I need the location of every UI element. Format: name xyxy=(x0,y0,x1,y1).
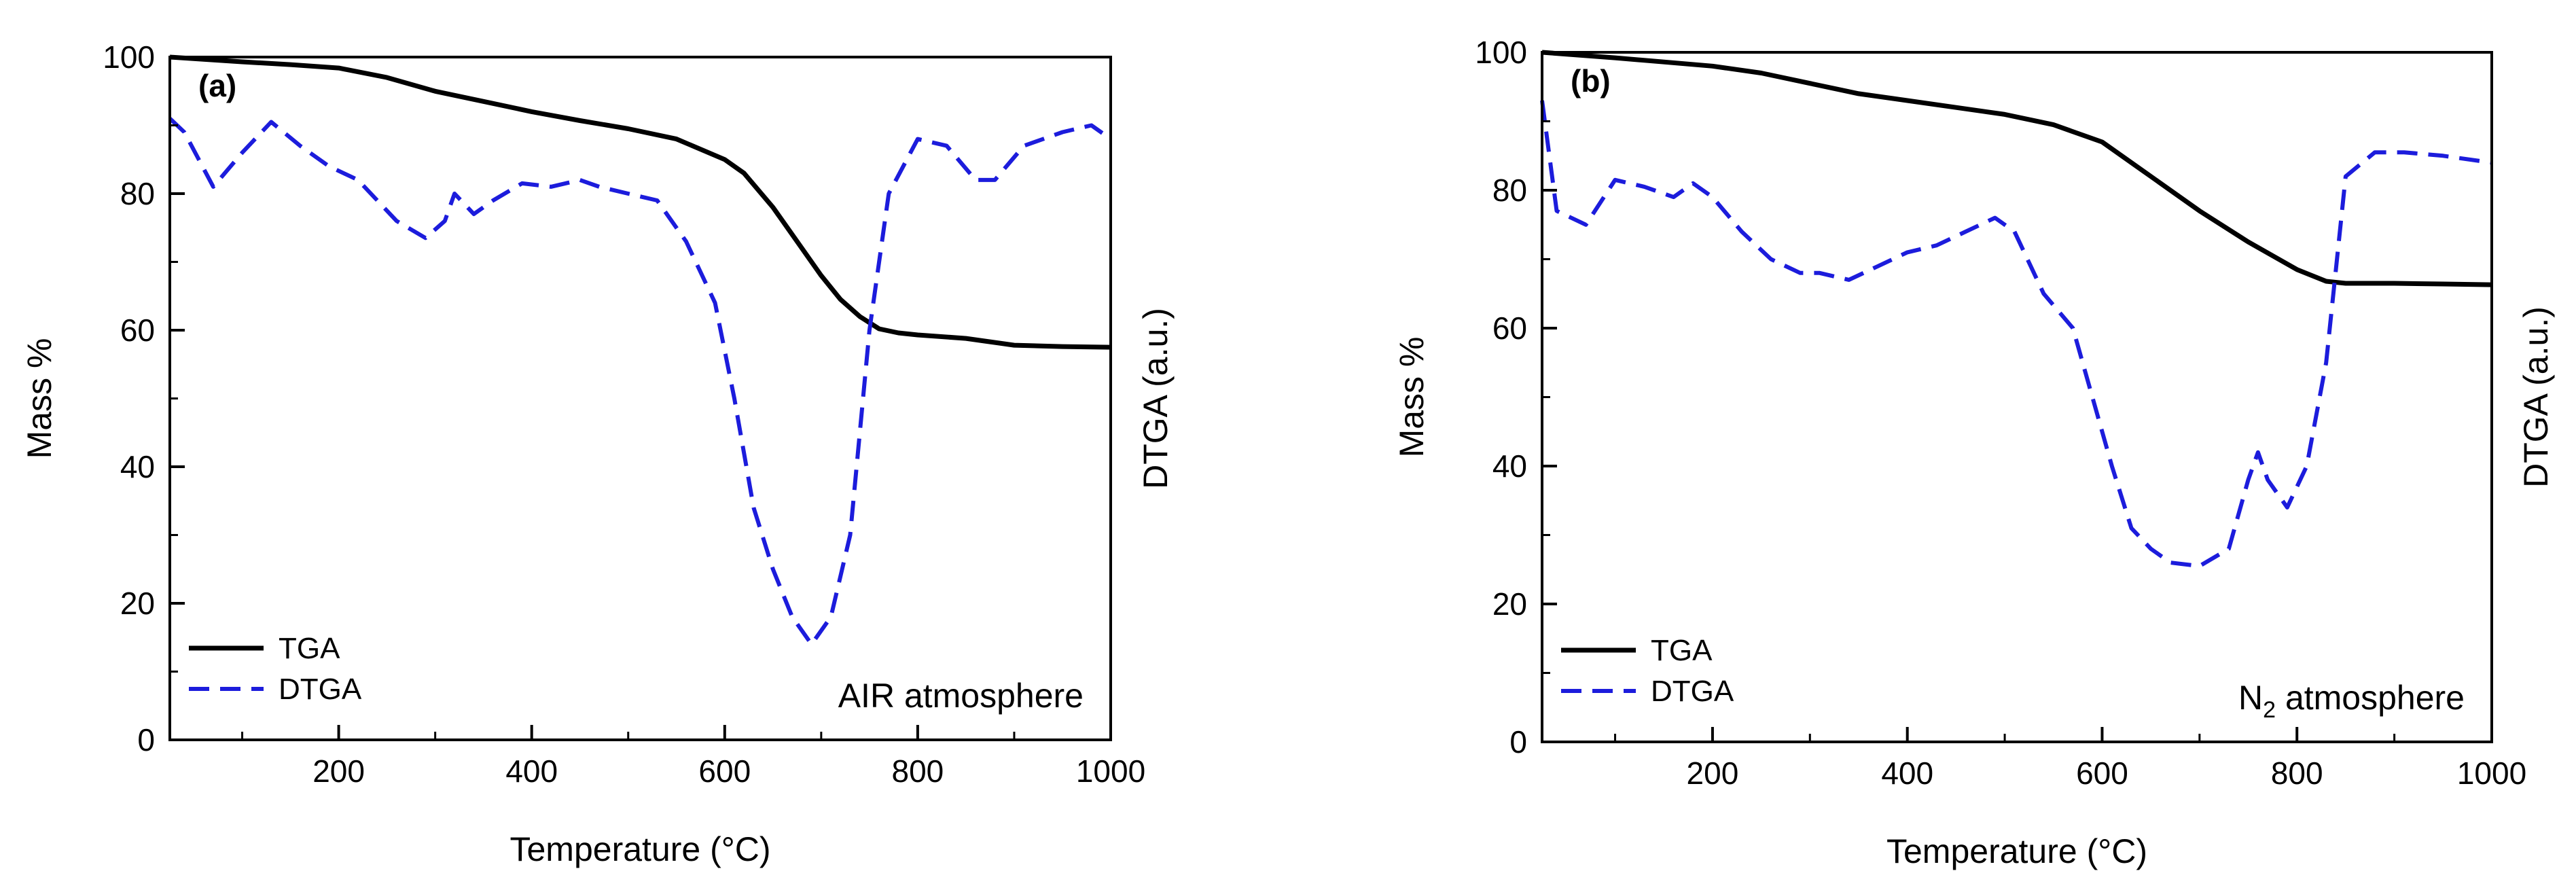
panel-b: 200 400 600 800 1000 0 20 40 60 80 100 (b) Tempera… xyxy=(1393,35,2555,870)
panel-b-x-tick-label-800: 800 xyxy=(2271,755,2323,791)
panel-b-x-tick-label-200: 200 xyxy=(1687,755,1739,791)
panel-b-series-dtga-line xyxy=(1540,100,2492,569)
panel-b-x-tick-label-1000: 1000 xyxy=(2457,755,2526,791)
panel-a-ticks: 200 400 600 800 1000 0 20 40 60 80 100 xyxy=(103,39,1145,789)
panel-b-series-layer xyxy=(1540,50,2492,569)
panel-a-x-tick-label-600: 600 xyxy=(698,753,751,789)
panel-a-series-layer xyxy=(168,54,1112,647)
panel-b-atmosphere-annotation: N2 atmosphere xyxy=(2238,679,2465,723)
panel-b-y-tick-label-100: 100 xyxy=(1475,35,1527,70)
panel-b-x-tick-label-600: 600 xyxy=(2076,755,2128,791)
panel-a-y-tick-label-80: 80 xyxy=(120,176,155,211)
panel-b-ticks: 200 400 600 800 1000 0 20 40 60 80 100 xyxy=(1475,35,2526,791)
panel-b-y-tick-label-40: 40 xyxy=(1492,448,1527,484)
panel-b-x-axis-title: Temperature (°C) xyxy=(1886,832,2147,870)
panel-a-series-tga-line xyxy=(169,54,1111,350)
panel-a-y-tick-label-20: 20 xyxy=(120,586,155,621)
panel-b-annotation-subscript: 2 xyxy=(2263,697,2276,723)
panel-b-y-tick-label-60: 60 xyxy=(1492,310,1527,346)
panel-a-legend: TGA DTGA xyxy=(189,632,362,706)
panel-b-label: (b) xyxy=(1571,63,1611,99)
panel-a-label: (a) xyxy=(198,68,236,103)
panel-b-y-tick-label-20: 20 xyxy=(1492,586,1527,622)
panel-b-legend: TGA DTGA xyxy=(1561,634,1734,708)
panel-b-y-tick-label-0: 0 xyxy=(1509,724,1527,760)
panel-b-annotation-suffix: atmosphere xyxy=(2276,679,2465,717)
panel-a-y2-axis-title: DTGA (a.u.) xyxy=(1137,308,1175,489)
panel-a-annotation-suffix: atmosphere xyxy=(895,677,1084,715)
panel-a-x-tick-label-200: 200 xyxy=(312,753,365,789)
panel-a-series-dtga-line xyxy=(168,117,1112,647)
panel-a-x-tick-label-400: 400 xyxy=(505,753,558,789)
panel-b-y-tick-label-80: 80 xyxy=(1492,173,1527,208)
panel-a-x-tick-label-1000: 1000 xyxy=(1076,753,1145,789)
panel-a-x-tick-label-800: 800 xyxy=(892,753,944,789)
panel-a-atmosphere-annotation: AIR atmosphere xyxy=(838,677,1084,715)
panel-a: 200 400 600 800 1000 0 20 40 60 80 100 (a) Tempera… xyxy=(20,39,1175,868)
panel-a-annotation-prefix: AIR xyxy=(838,677,895,715)
panel-a-y-tick-label-100: 100 xyxy=(103,39,155,75)
panel-a-y-tick-label-60: 60 xyxy=(120,313,155,348)
panel-b-x-tick-label-400: 400 xyxy=(1881,755,1933,791)
panel-b-annotation-prefix: N xyxy=(2238,679,2263,717)
panel-b-y2-axis-title: DTGA (a.u.) xyxy=(2517,306,2555,488)
panel-a-y-axis-title: Mass % xyxy=(20,338,58,459)
panel-a-y-tick-label-0: 0 xyxy=(137,722,155,758)
panel-a-legend-dtga-label: DTGA xyxy=(279,673,362,706)
panel-b-y-axis-title: Mass % xyxy=(1393,337,1431,458)
panel-a-y-tick-label-40: 40 xyxy=(120,449,155,484)
panel-a-legend-tga-label: TGA xyxy=(279,632,340,665)
panel-b-legend-tga-label: TGA xyxy=(1651,634,1713,667)
panel-b-series-tga-line xyxy=(1541,50,2492,287)
panel-a-x-axis-title: Temperature (°C) xyxy=(510,830,771,868)
panel-b-legend-dtga-label: DTGA xyxy=(1651,675,1734,708)
